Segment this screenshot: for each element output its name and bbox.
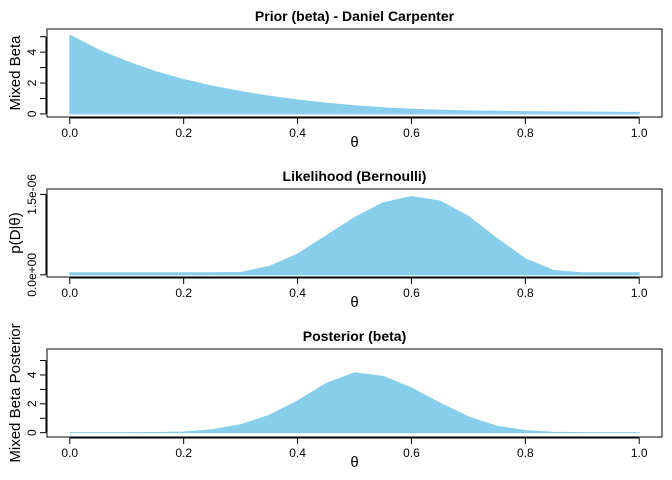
plot-area	[69, 372, 640, 434]
y-tick-label: 1.5e-06	[25, 174, 39, 215]
plot-area	[69, 34, 640, 115]
x-tick-label: 0.6	[403, 446, 420, 460]
y-tick-label: 0	[25, 429, 39, 436]
y-axis-label: Mixed Beta	[7, 35, 24, 111]
plot-area	[69, 195, 640, 276]
y-tick-label: 2	[25, 400, 39, 407]
x-tick-label: 1.0	[631, 126, 648, 140]
x-axis-label: θ	[350, 134, 358, 151]
x-tick-label: 0.4	[289, 286, 306, 300]
x-tick-label: 0.4	[289, 126, 306, 140]
x-tick-label: 0.8	[517, 126, 534, 140]
plot-frame	[46, 28, 663, 118]
x-tick-label: 0.2	[175, 126, 192, 140]
y-tick-label: 4	[25, 371, 39, 378]
x-axis-label: θ	[350, 294, 358, 311]
y-axis-label: p(D|θ)	[7, 212, 24, 253]
panel-title: Likelihood (Bernoulli)	[283, 168, 427, 184]
panel-title: Prior (beta) - Daniel Carpenter	[255, 8, 455, 24]
y-tick-label: 0.0e+00	[25, 253, 39, 297]
y-tick-label: 4	[25, 49, 39, 56]
x-tick-label: 1.0	[631, 446, 648, 460]
panel-title: Posterior (beta)	[303, 328, 406, 344]
panel-prior: Prior (beta) - Daniel Carpenter 0.0 0.2 0.…	[7, 8, 663, 151]
x-axis: 0.0 0.2 0.4 0.6 0.8 1.0	[61, 277, 648, 300]
x-tick-label: 0.2	[175, 446, 192, 460]
y-axis: 0 2 4	[25, 360, 47, 436]
x-tick-label: 0.4	[289, 446, 306, 460]
plot-frame	[46, 348, 663, 438]
x-tick-label: 0.0	[61, 446, 78, 460]
y-axis: 0 2 4	[25, 36, 47, 117]
y-axis-label: Mixed Beta Posterior	[7, 323, 24, 462]
x-tick-label: 0.0	[61, 286, 78, 300]
y-tick-label: 2	[25, 79, 39, 86]
x-axis-label: θ	[350, 454, 358, 471]
x-axis: 0.0 0.2 0.4 0.6 0.8 1.0	[61, 437, 648, 460]
density-area	[69, 372, 640, 434]
density-area	[69, 195, 640, 276]
x-tick-label: 0.2	[175, 286, 192, 300]
panel-likelihood: Likelihood (Bernoulli) 0.0 0.2 0.4 0.6 0.8 1.…	[7, 168, 663, 311]
x-tick-label: 0.8	[517, 286, 534, 300]
x-tick-label: 0.0	[61, 126, 78, 140]
density-area	[69, 34, 640, 115]
panel-posterior: Posterior (beta) 0.0 0.2 0.4 0.6 0.8 1.0 024 …	[7, 323, 663, 471]
x-axis: 0.0 0.2 0.4 0.6 0.8 1.0	[61, 117, 648, 140]
x-tick-label: 0.8	[517, 446, 534, 460]
y-tick-label: 0	[25, 110, 39, 117]
x-tick-label: 0.6	[403, 286, 420, 300]
x-tick-label: 0.6	[403, 126, 420, 140]
plot-frame	[46, 188, 663, 278]
y-axis: 0.0e+00 1.5e-06	[25, 174, 47, 297]
x-tick-label: 1.0	[631, 286, 648, 300]
